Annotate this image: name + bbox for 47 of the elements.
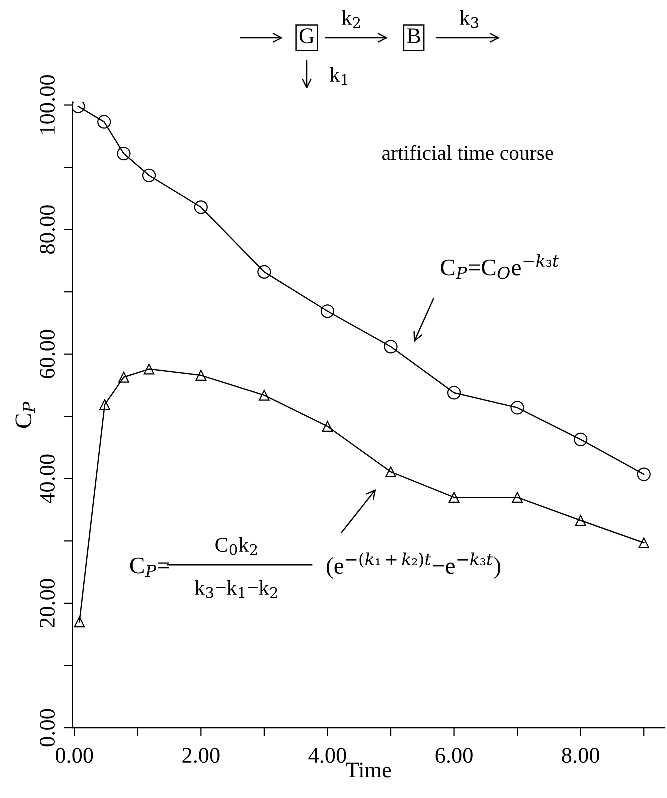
x-tick-label: 2.00: [182, 748, 220, 764]
point: [259, 390, 270, 401]
point: [72, 102, 86, 114]
point: [448, 492, 460, 504]
point: [637, 468, 651, 482]
point: [575, 515, 586, 526]
y-tick-label: 100.00: [40, 76, 56, 134]
point: [512, 492, 523, 504]
point: [386, 466, 396, 478]
point: [322, 421, 334, 432]
x-tick-label: 0.00: [56, 748, 94, 764]
text: G: [300, 28, 314, 44]
annotation: C$_{P}$=: [130, 558, 170, 578]
point: [117, 147, 131, 161]
y-tick-label: 40.00: [40, 454, 56, 504]
point: [510, 401, 524, 415]
point: [100, 399, 110, 410]
point: [98, 115, 112, 129]
point: [447, 386, 462, 400]
point: [638, 538, 650, 548]
x-tick-label: 6.00: [436, 748, 473, 764]
y-tick-label: 60.00: [40, 330, 56, 378]
text: B: [407, 28, 420, 44]
annotation: artificial time course: [382, 145, 554, 160]
y-axis-title: C$_{P}$: [16, 402, 36, 428]
point: [196, 370, 207, 381]
point: [384, 340, 398, 354]
point: [258, 265, 272, 279]
point: [574, 432, 588, 446]
text: k$_{2}$: [342, 10, 360, 28]
point: [74, 616, 86, 628]
x-axis-title: Time: [346, 762, 392, 778]
annotation: (e$^{−(k₁+k₂)t}$−e$^{−k₃t}$): [327, 552, 501, 579]
text: k$_{1}$: [330, 67, 348, 86]
point: [320, 304, 335, 318]
x-tick-label: 8.00: [562, 748, 600, 764]
y-tick-label: 80.00: [40, 206, 56, 254]
point: [142, 168, 156, 182]
text: k$_{3}$: [460, 10, 478, 28]
x-tick-label: 4.00: [308, 748, 346, 764]
point: [144, 364, 155, 375]
annotation: k$_{3}$−k$_{1}$−k$_{2}$: [195, 580, 278, 598]
annotation: C$_{0}$k$_{2}$: [216, 537, 258, 556]
point: [118, 372, 130, 383]
point: [194, 200, 208, 214]
annotation: C$_{P}$=C$_{O}$e$^{−k₃t}$: [441, 254, 560, 280]
y-tick-label: 20.00: [40, 579, 56, 628]
